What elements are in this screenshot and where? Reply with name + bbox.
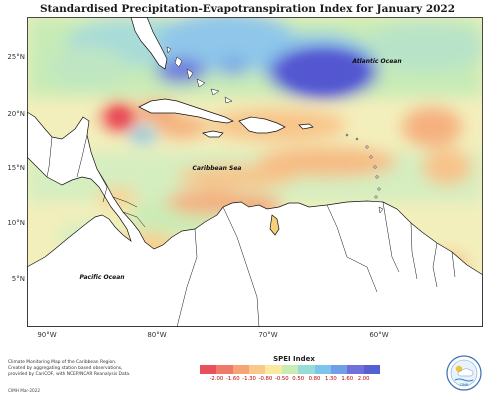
footnote: Climate Monitoring Map of the Caribbean …: [8, 360, 178, 377]
lon-label-80w: 80°W: [147, 331, 167, 339]
legend-swatch: [298, 365, 315, 374]
country-borders: [46, 134, 456, 327]
footnote-line: provided by CariCOF, with NCEP/NCAR Rean…: [8, 371, 131, 377]
footnote-line: Created by aggregating station based obs…: [8, 365, 123, 371]
footnote-line: Climate Monitoring Map of the Caribbean …: [8, 360, 117, 365]
lon-label-60w: 60°W: [369, 331, 389, 339]
legend-swatch: [330, 365, 348, 374]
lat-label-15n: 15°N: [7, 164, 25, 172]
legend-swatch: [314, 365, 331, 374]
legend-swatch: [265, 365, 282, 374]
logo-text: CIMH: [460, 383, 469, 387]
legend-tick-label: 0.50: [292, 376, 305, 382]
legend-tick-label: 1.30: [325, 376, 337, 382]
legend-tick-label: 0.80: [308, 376, 321, 382]
legend-tick-label: -0.80: [258, 376, 273, 382]
legend-swatch: [281, 365, 299, 374]
lon-label-90w: 90°W: [37, 331, 57, 339]
small-islands: [166, 46, 384, 214]
caribbean-sea-label: Caribbean Sea: [193, 165, 242, 172]
legend-swatch: [249, 365, 266, 374]
map-canvas: Atlantic Ocean Caribbean Sea Pacific Oce…: [27, 17, 483, 327]
lat-label-20n: 20°N: [7, 110, 25, 118]
spei-legend: SPEI Index -2.00 -1.60 -1.30 -0.80 -0.50 0.50…: [200, 355, 380, 384]
map-border: [27, 17, 483, 327]
atlantic-ocean-label: Atlantic Ocean: [351, 58, 401, 65]
lat-label-5n: 5°N: [11, 275, 25, 283]
legend-colorbar: [200, 365, 380, 374]
lat-label-25n: 25°N: [7, 53, 25, 61]
legend-tick-label: -0.50: [274, 376, 289, 382]
map-title: Standardised Precipitation-Evapotranspir…: [39, 3, 456, 15]
credit-text: CIMH Mar-2022: [8, 388, 41, 393]
legend-swatch: [200, 365, 217, 374]
legend-swatch: [216, 365, 233, 374]
cimh-logo-icon: CIMH: [446, 355, 482, 391]
lon-label-70w: 70°W: [258, 331, 278, 339]
legend-tick-label: -1.60: [225, 376, 240, 382]
lat-label-10n: 10°N: [7, 219, 25, 227]
legend-title: SPEI Index: [273, 355, 315, 363]
land-masses: [27, 17, 483, 327]
legend-tick-label: 2.00: [357, 376, 370, 382]
spei-map: Atlantic Ocean Caribbean Sea Pacific Oce…: [27, 17, 483, 327]
pacific-ocean-label: Pacific Ocean: [79, 274, 124, 281]
legend-swatch: [363, 365, 380, 374]
legend-swatch: [347, 365, 364, 374]
legend-tick-label: 1.60: [341, 376, 354, 382]
legend-ticks: -2.00 -1.60 -1.30 -0.80 -0.50 0.50 0.80 1.30 1.6…: [200, 376, 380, 384]
legend-swatch: [232, 365, 250, 374]
legend-tick-label: -1.30: [242, 376, 256, 382]
legend-tick-label: -2.00: [209, 376, 224, 382]
